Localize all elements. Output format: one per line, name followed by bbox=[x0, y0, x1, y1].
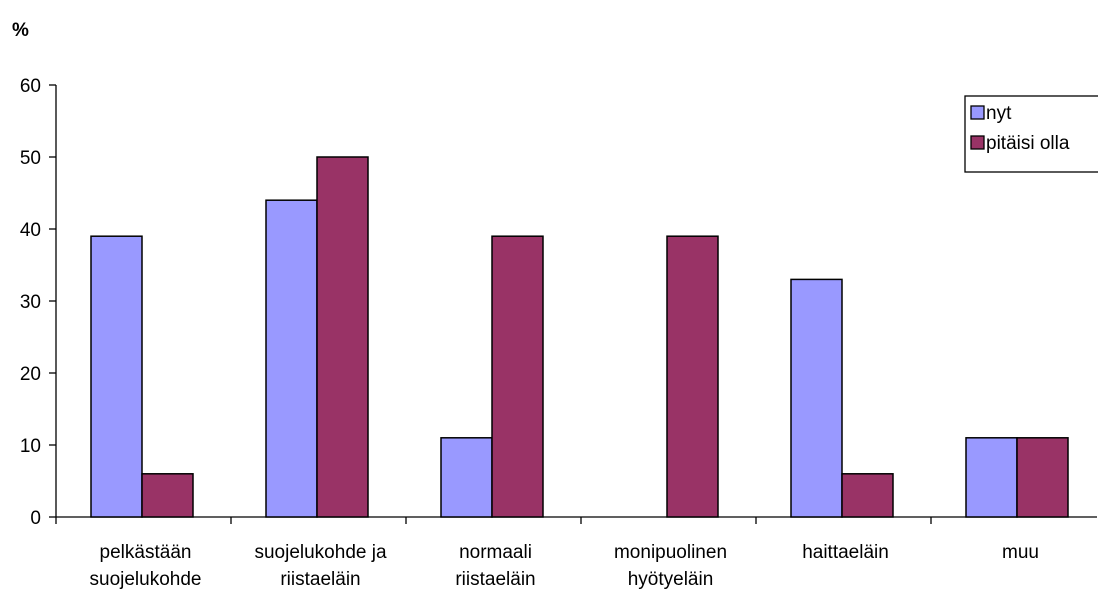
x-category-label: pelkästään bbox=[100, 542, 192, 563]
x-category-label: muu bbox=[1002, 542, 1039, 563]
bar-nyt-4 bbox=[790, 278, 843, 518]
legend: nyt pitäisi olla bbox=[964, 95, 1098, 173]
y-tick-label: 20 bbox=[20, 364, 41, 385]
y-tick-label: 40 bbox=[20, 220, 41, 241]
y-tick-label: 10 bbox=[20, 436, 41, 457]
y-tick-label: 50 bbox=[20, 148, 41, 169]
bar-nyt-1 bbox=[265, 199, 318, 518]
legend-swatch bbox=[970, 105, 985, 120]
x-category-label: monipuolinen bbox=[614, 542, 727, 563]
x-category-label: hyötyeläin bbox=[628, 569, 714, 590]
bar-pitäisi-olla-5 bbox=[1016, 437, 1069, 518]
y-tick-label: 0 bbox=[30, 508, 41, 529]
bar-pitäisi-olla-2 bbox=[491, 235, 544, 518]
x-category-label: normaali bbox=[459, 542, 532, 563]
bar-pitäisi-olla-1 bbox=[316, 156, 369, 518]
x-category-label: haittaeläin bbox=[802, 542, 889, 563]
x-category-label: suojelukohde ja bbox=[254, 542, 386, 563]
legend-label: nyt bbox=[986, 103, 1012, 124]
y-tick-label: 30 bbox=[20, 292, 41, 313]
bar-nyt-5 bbox=[965, 437, 1018, 518]
x-category-label: riistaeläin bbox=[280, 569, 360, 590]
bar-pitäisi-olla-3 bbox=[666, 235, 719, 518]
x-category-label: suojelukohde bbox=[90, 569, 202, 590]
y-axis-unit-label: % bbox=[12, 20, 29, 41]
legend-box bbox=[964, 95, 1098, 173]
legend-swatch bbox=[970, 135, 985, 150]
x-category-label: riistaeläin bbox=[455, 569, 535, 590]
bar-nyt-0 bbox=[90, 235, 143, 518]
bar-nyt-2 bbox=[440, 437, 493, 518]
legend-label: pitäisi olla bbox=[986, 133, 1070, 154]
bar-pitäisi-olla-4 bbox=[841, 473, 894, 518]
bar-pitäisi-olla-0 bbox=[141, 473, 194, 518]
plot-area: % 0 10 20 30 40 50 60 pelkästään suojelukohde suoj… bbox=[12, 20, 1097, 590]
y-tick-label: 60 bbox=[20, 76, 41, 97]
